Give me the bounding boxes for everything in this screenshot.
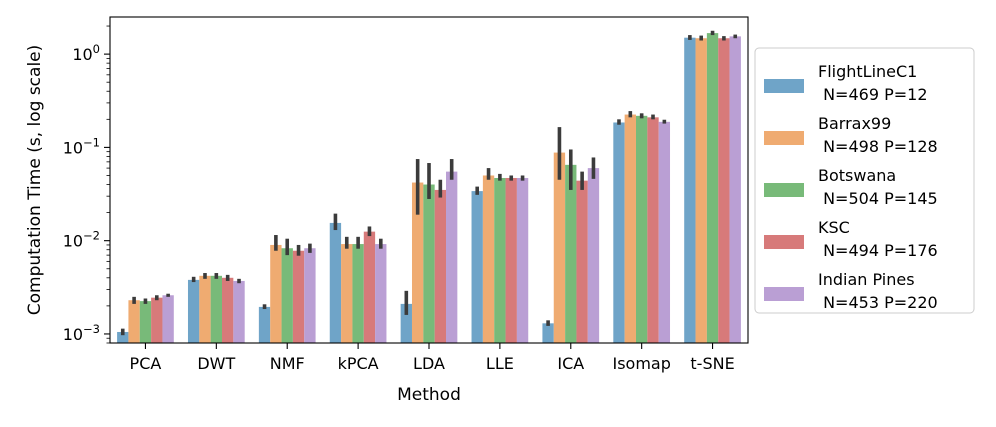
bar-lda-indian-pines [446, 171, 458, 343]
legend: FlightLineC1 N=469 P=12 Barrax99 N=498 P=… [754, 47, 975, 314]
bar-t-sne-indian-pines [729, 36, 741, 344]
bars-layer [117, 33, 741, 344]
bar-nmf-indian-pines [304, 248, 316, 343]
bar-pca-botswana [139, 301, 152, 343]
bar-kpca-indian-pines [375, 244, 387, 343]
legend-swatch [764, 131, 804, 145]
bar-lle-botswana [494, 177, 506, 343]
y-tick-label: 10−2 [63, 229, 100, 251]
legend-entry-name: Barrax99 [818, 114, 891, 133]
bar-kpca-botswana [352, 244, 364, 343]
bar-lle-ksc [505, 177, 517, 343]
bar-isomap-indian-pines [658, 121, 671, 343]
bar-lle-flightlinec1 [471, 191, 483, 343]
legend-entry-name: FlightLineC1 [818, 62, 917, 81]
error-bars-layer [120, 30, 738, 336]
bar-pca-barrax99 [128, 300, 140, 343]
x-tick-label-kpca: kPCA [338, 354, 379, 373]
bar-isomap-botswana [636, 115, 648, 343]
bar-dwt-flightlinec1 [187, 279, 200, 343]
bar-dwt-barrax99 [199, 275, 211, 343]
bar-ica-indian-pines [587, 168, 600, 343]
x-tick-label-dwt: DWT [197, 354, 235, 373]
x-tick-label-isomap: Isomap [612, 354, 670, 373]
bar-t-sne-barrax99 [695, 38, 707, 344]
bar-kpca-flightlinec1 [329, 222, 342, 343]
x-tick-label-lle: LLE [486, 354, 514, 373]
x-axis: PCA DWT NMF kPCA LDA LLE ICA Isomap t-SNE [130, 343, 735, 373]
bar-ica-botswana [565, 164, 577, 343]
legend-entry-name: Indian Pines [818, 270, 915, 289]
bar-lle-indian-pines [516, 177, 529, 343]
bar-pca-flightlinec1 [117, 331, 129, 343]
legend-swatch [764, 183, 804, 197]
legend-entry-name: Botswana [818, 166, 896, 185]
x-tick-label-lda: LDA [413, 354, 445, 373]
bar-t-sne-botswana [706, 33, 719, 343]
y-axis-label: Computation Time (s, log scale) [25, 45, 45, 316]
bar-dwt-indian-pines [233, 280, 245, 343]
bar-isomap-ksc [647, 117, 659, 343]
bar-nmf-flightlinec1 [258, 306, 271, 343]
bar-nmf-botswana [281, 248, 293, 343]
y-tick-label: 10−3 [63, 322, 100, 344]
bar-ica-flightlinec1 [542, 323, 554, 343]
y-axis: 10−3 10−2 10−1 100 [63, 25, 110, 344]
bar-isomap-barrax99 [624, 114, 636, 343]
bar-pca-ksc [151, 297, 163, 343]
legend-swatch [764, 235, 804, 249]
bar-pca-indian-pines [162, 295, 174, 343]
legend-entry-detail: N=498 P=128 [818, 137, 938, 156]
bar-dwt-botswana [210, 275, 222, 343]
bar-dwt-ksc [222, 277, 234, 343]
x-tick-label-ica: ICA [557, 354, 584, 373]
bar-nmf-barrax99 [270, 244, 282, 343]
x-tick-label-pca: PCA [130, 354, 162, 373]
legend-entry-name: KSC [818, 218, 850, 237]
y-tick-label: 10−1 [63, 135, 100, 157]
x-tick-label-t-sne: t-SNE [690, 354, 734, 373]
x-tick-label-nmf: NMF [270, 354, 305, 373]
bar-lda-barrax99 [411, 182, 424, 343]
bar-lle-barrax99 [482, 175, 495, 343]
bar-nmf-ksc [292, 250, 305, 343]
legend-entry-detail: N=494 P=176 [818, 241, 938, 260]
legend-entry-detail: N=453 P=220 [818, 293, 938, 312]
bar-ica-barrax99 [553, 152, 566, 343]
bar-ica-ksc [576, 180, 588, 343]
legend-box [754, 47, 975, 314]
legend-swatch [764, 79, 804, 93]
bar-t-sne-ksc [718, 38, 730, 344]
bar-lda-ksc [434, 189, 447, 343]
legend-entry-detail: N=504 P=145 [818, 189, 938, 208]
bar-t-sne-flightlinec1 [684, 37, 696, 343]
bar-lda-flightlinec1 [400, 303, 412, 343]
bar-kpca-ksc [363, 231, 376, 343]
legend-entry-detail: N=469 P=12 [818, 85, 928, 104]
bar-kpca-barrax99 [341, 244, 353, 343]
y-tick-label: 100 [72, 42, 100, 64]
bar-isomap-flightlinec1 [613, 122, 625, 343]
x-axis-label: Method [397, 385, 461, 405]
bar-lda-botswana [423, 184, 435, 343]
legend-swatch [764, 287, 804, 301]
